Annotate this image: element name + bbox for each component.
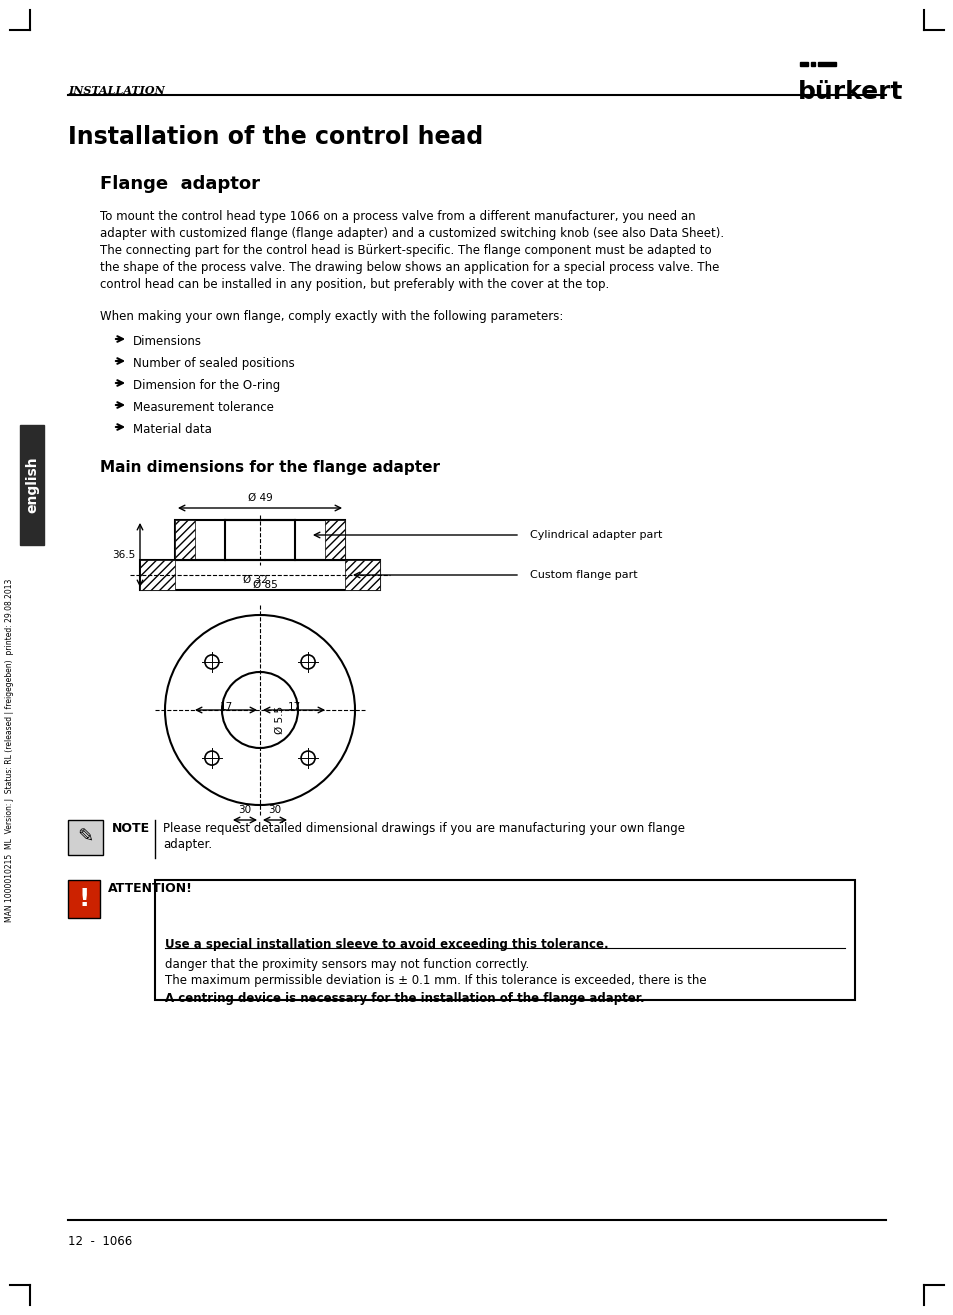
Text: Use a special installation sleeve to avoid exceeding this tolerance.: Use a special installation sleeve to avo… xyxy=(165,938,608,951)
Text: ✎: ✎ xyxy=(77,827,93,847)
Bar xyxy=(68,880,100,918)
Text: english: english xyxy=(25,456,39,513)
Text: Cylindrical adapter part: Cylindrical adapter part xyxy=(530,530,661,540)
Bar xyxy=(174,519,345,560)
Bar xyxy=(174,519,194,560)
Text: adapter.: adapter. xyxy=(163,838,212,851)
Text: 17: 17 xyxy=(287,702,300,711)
Bar xyxy=(325,519,345,560)
Text: The connecting part for the control head is Bürkert-specific. The flange compone: The connecting part for the control head… xyxy=(100,245,711,256)
Text: 12  -  1066: 12 - 1066 xyxy=(68,1235,132,1248)
Text: Custom flange part: Custom flange part xyxy=(530,569,637,580)
Text: the shape of the process valve. The drawing below shows an application for a spe: the shape of the process valve. The draw… xyxy=(100,260,719,274)
Text: The maximum permissible deviation is ± 0.1 mm. If this tolerance is exceeded, th: The maximum permissible deviation is ± 0… xyxy=(165,974,706,988)
Text: MAN 1000010215  ML  Version: J  Status: RL (released | freigegeben)  printed: 29: MAN 1000010215 ML Version: J Status: RL … xyxy=(6,579,14,922)
Bar xyxy=(345,560,379,590)
Text: Dimensions: Dimensions xyxy=(132,335,202,348)
Text: NOTE: NOTE xyxy=(112,822,150,835)
Text: !: ! xyxy=(78,888,90,911)
Text: Installation of the control head: Installation of the control head xyxy=(68,125,483,149)
Text: Dimension for the O-ring: Dimension for the O-ring xyxy=(132,379,280,392)
Text: bürkert: bürkert xyxy=(797,80,902,104)
Text: ATTENTION!: ATTENTION! xyxy=(108,882,193,896)
Text: Ø 32: Ø 32 xyxy=(242,575,267,585)
Text: 30: 30 xyxy=(238,805,252,815)
Bar xyxy=(817,62,835,66)
Text: Ø 5.5: Ø 5.5 xyxy=(274,706,285,734)
Text: To mount the control head type 1066 on a process valve from a different manufact: To mount the control head type 1066 on a… xyxy=(100,210,695,224)
Text: Main dimensions for the flange adapter: Main dimensions for the flange adapter xyxy=(100,460,439,475)
Text: 17: 17 xyxy=(219,702,233,711)
Bar xyxy=(140,560,174,590)
Text: Material data: Material data xyxy=(132,423,212,437)
Text: When making your own flange, comply exactly with the following parameters:: When making your own flange, comply exac… xyxy=(100,310,563,323)
Bar xyxy=(68,821,103,855)
Text: Please request detailed dimensional drawings if you are manufacturing your own f: Please request detailed dimensional draw… xyxy=(163,822,684,835)
Text: adapter with customized flange (flange adapter) and a customized switching knob : adapter with customized flange (flange a… xyxy=(100,227,723,241)
Text: 36.5: 36.5 xyxy=(112,550,135,560)
Bar xyxy=(154,880,854,999)
Text: Ø 49: Ø 49 xyxy=(248,493,273,504)
Bar xyxy=(20,425,44,544)
Text: Measurement tolerance: Measurement tolerance xyxy=(132,401,274,414)
Text: Ø 85: Ø 85 xyxy=(253,580,277,590)
Text: control head can be installed in any position, but preferably with the cover at : control head can be installed in any pos… xyxy=(100,277,609,291)
Text: INSTALLATION: INSTALLATION xyxy=(68,85,165,96)
Bar xyxy=(800,62,807,66)
Text: Flange  adaptor: Flange adaptor xyxy=(100,175,260,193)
Bar xyxy=(140,560,379,590)
Bar xyxy=(810,62,814,66)
Text: danger that the proximity sensors may not function correctly.: danger that the proximity sensors may no… xyxy=(165,959,529,970)
Text: Number of sealed positions: Number of sealed positions xyxy=(132,356,294,370)
Text: A centring device is necessary for the installation of the flange adapter.: A centring device is necessary for the i… xyxy=(165,992,644,1005)
Text: 30: 30 xyxy=(268,805,281,815)
